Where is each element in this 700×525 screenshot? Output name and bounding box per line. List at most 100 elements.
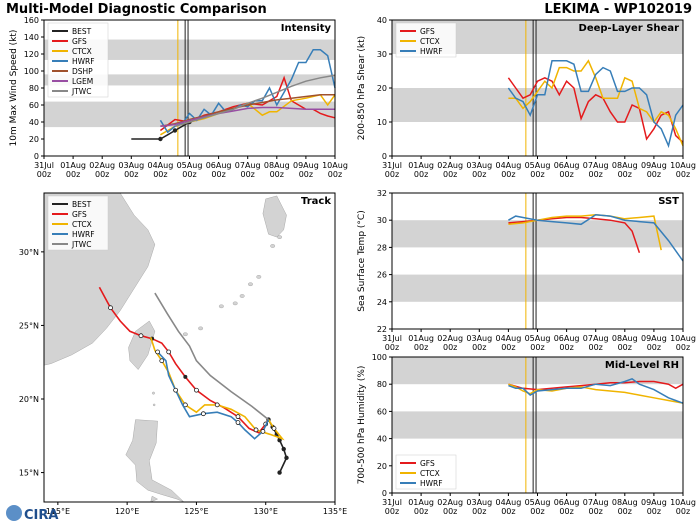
intensity-legend-label: DSHP (72, 67, 93, 76)
shear-xtick-label: 05Aug (525, 161, 551, 170)
shear-ytick-label: 0 (382, 152, 387, 161)
track-forecast-point (201, 411, 206, 417)
sst-ytick-label: 22 (377, 325, 387, 334)
logo-text: CIRA (24, 508, 58, 523)
rh-xtick-label: 08Aug (612, 498, 638, 507)
shear-xtick-label: 00z (589, 170, 603, 179)
intensity-xtick-label: 09Aug (293, 161, 319, 170)
sst-band (392, 274, 683, 302)
shear-xtick-label: 10Aug (670, 161, 696, 170)
intensity-band (44, 74, 335, 86)
sst-xtick-label: 00z (618, 343, 632, 352)
intensity-series-jtwc (174, 74, 336, 128)
shear-xtick-label: 00z (443, 170, 457, 179)
shear-series-hwrf (507, 60, 684, 149)
track-forecast-point (235, 414, 241, 420)
ryukyu-island (270, 244, 276, 248)
intensity-ytick-label: 80 (29, 84, 39, 93)
shear-xtick-label: 02Aug (437, 161, 463, 170)
intensity-ytick-label: 0 (34, 152, 39, 161)
intensity-legend-label: JTWC (71, 87, 91, 96)
intensity-xtick-label: 00z (66, 170, 80, 179)
sst-series-hwrf (508, 214, 684, 262)
track-forecast-point (183, 374, 188, 379)
track-ytick-label: 20°N (19, 395, 39, 404)
sst-band (392, 220, 683, 248)
shear-xtick-label: 00z (647, 170, 661, 179)
intensity-xtick-label: 00z (241, 170, 255, 179)
rh-ylabel: 700-500 hPa Humidity (%) (357, 366, 367, 485)
sst-xtick-label: 10Aug (670, 334, 696, 343)
rh-xtick-label: 00z (559, 507, 573, 516)
track-xtick-label: 115°E (46, 507, 70, 516)
intensity-xtick-label: 03Aug (118, 161, 144, 170)
rh-ytick-label: 100 (372, 353, 387, 362)
intensity-xtick-label: 01Aug (60, 161, 86, 170)
shear-xtick-label: 08Aug (612, 161, 638, 170)
track-forecast-point (173, 387, 178, 393)
sst-xtick-label: 08Aug (612, 334, 638, 343)
track-forecast-point (108, 305, 113, 311)
sst-xtick-label: 00z (589, 343, 603, 352)
shear-legend-label: HWRF (420, 47, 443, 56)
shear-xtick-label: 00z (501, 170, 515, 179)
rh-xtick-label: 00z (647, 507, 661, 516)
track-xtick-label: 135°E (323, 507, 347, 516)
cira-logo: CIRA (6, 505, 58, 523)
track-xtick-label: 130°E (254, 507, 278, 516)
shear-xtick-label: 31Jul (382, 161, 402, 170)
sst-xtick-label: 00z (647, 343, 661, 352)
shear-xtick-label: 00z (472, 170, 486, 179)
sst-xtick-label: 06Aug (554, 334, 580, 343)
sst-xtick-label: 04Aug (495, 334, 521, 343)
track-forecast-point (159, 358, 165, 364)
sst-ytick-label: 30 (377, 216, 387, 225)
intensity-xtick-label: 05Aug (177, 161, 203, 170)
track-legend-label: JTWC (71, 240, 91, 249)
rh-ytick-label: 60 (377, 407, 387, 416)
intensity-xtick-label: 00z (37, 170, 51, 179)
rh-xtick-label: 01Aug (408, 498, 434, 507)
intensity-panel: 02040608010012014016031Jul00z01Aug00z02A… (9, 16, 348, 179)
shear-xtick-label: 04Aug (495, 161, 521, 170)
intensity-series-dshp (160, 94, 335, 128)
shear-legend-label: CTCX (420, 37, 440, 46)
shear-xtick-label: 06Aug (554, 161, 580, 170)
intensity-xtick-label: 06Aug (206, 161, 232, 170)
shear-panel: 01020304031Jul00z01Aug00z02Aug00z03Aug00… (357, 16, 696, 179)
sst-panel: 22242628303231Jul00z01Aug00z02Aug00z03Au… (357, 189, 696, 352)
sst-xtick-label: 00z (472, 343, 486, 352)
track-series-gfs (98, 286, 270, 434)
rh-xtick-label: 04Aug (495, 498, 521, 507)
intensity-title: Intensity (281, 23, 332, 34)
sst-xtick-label: 00z (559, 343, 573, 352)
sst-series-ctcx (508, 214, 662, 251)
sst-ytick-label: 32 (377, 189, 387, 198)
shear-ytick-label: 30 (377, 50, 387, 59)
track-best-point (277, 470, 282, 475)
ryukyu-island (198, 326, 203, 331)
ryukyu-island (182, 332, 188, 337)
shear-xtick-label: 09Aug (641, 161, 667, 170)
sst-xtick-label: 03Aug (466, 334, 492, 343)
shear-xtick-label: 07Aug (583, 161, 609, 170)
intensity-legend-label: CTCX (72, 47, 92, 56)
rh-xtick-label: 00z (385, 507, 399, 516)
shear-ytick-label: 20 (377, 84, 387, 93)
track-ytick-label: 25°N (19, 321, 39, 330)
rh-xtick-label: 00z (443, 507, 457, 516)
intensity-best-point (172, 128, 178, 133)
sst-ytick-label: 28 (377, 243, 387, 252)
taiwan-land (128, 320, 156, 370)
track-series-jtwc (154, 292, 269, 421)
track-forecast-point (155, 349, 160, 355)
track-forecast-point (166, 349, 172, 355)
ryukyu-island (218, 304, 224, 309)
track-ytick-label: 30°N (19, 248, 39, 257)
batanes-island (152, 391, 155, 395)
babuyan-island (152, 403, 156, 407)
rh-xtick-label: 07Aug (583, 498, 609, 507)
track-legend-label: BEST (72, 200, 92, 209)
intensity-series-best (131, 121, 190, 140)
sst-frame (391, 192, 684, 330)
